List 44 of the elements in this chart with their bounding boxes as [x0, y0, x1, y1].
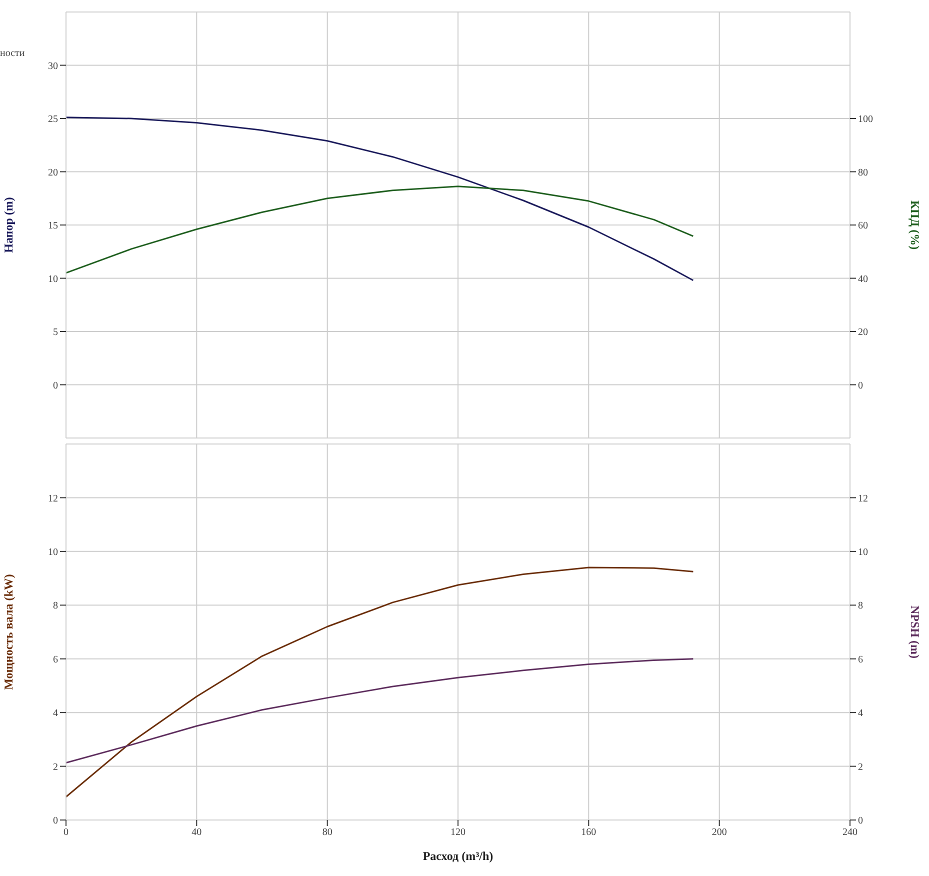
text: ности	[0, 48, 25, 59]
y2-tick-label: 12	[858, 493, 868, 504]
y2-tick-label: 10	[858, 546, 868, 558]
y2-axis-title: КПД (%)	[908, 200, 922, 250]
line-series	[66, 116, 694, 282]
y-tick-label: 10	[48, 274, 58, 285]
y2-tick-label: 2	[858, 762, 863, 773]
x-tick-label: 40	[192, 827, 202, 838]
y-tick-label: 5	[53, 327, 58, 338]
y-tick-label: 2	[53, 762, 58, 773]
line-series	[66, 566, 694, 798]
x-tick-label: 240	[842, 827, 858, 838]
y2-tick-label: 6	[858, 654, 863, 666]
y2-tick-label: 80	[858, 167, 868, 178]
y2-tick-label: 0	[858, 380, 863, 392]
y2-axis-title: NPSH (m)	[908, 606, 922, 658]
y2-tick-label: 8	[858, 600, 863, 612]
y2-tick-label: 40	[858, 274, 868, 285]
x-tick-label: 160	[581, 827, 596, 838]
y2-tick-label: 0	[858, 816, 863, 827]
y-tick-label: 0	[53, 816, 58, 827]
y-axis-title: Напор (m)	[1, 197, 16, 253]
line-series	[66, 658, 694, 764]
y2-tick-label: 20	[858, 327, 868, 338]
x-tick-label: 0	[64, 827, 68, 838]
y-tick-label: 20	[48, 167, 58, 178]
x-tick-label: 200	[712, 827, 727, 838]
y-axis-title: Мощность вала (kW)	[1, 574, 16, 690]
y-tick-label: 6	[53, 654, 58, 666]
y-tick-label: 4	[53, 708, 58, 720]
y2-tick-label: 100	[858, 114, 873, 126]
y-tick-label: 0	[53, 380, 58, 392]
y-tick-label: 15	[48, 220, 58, 232]
y-tick-label: 25	[48, 114, 58, 126]
y-tick-label: 10	[48, 546, 58, 558]
line-series	[66, 186, 694, 274]
y-tick-label: 12	[48, 493, 58, 504]
x-tick-label: 80	[322, 827, 332, 838]
x-tick-label: 120	[450, 827, 466, 838]
y2-tick-label: 4	[858, 708, 863, 720]
y-tick-label: 8	[53, 600, 58, 612]
y2-tick-label: 60	[858, 220, 868, 232]
y-tick-label: 30	[48, 60, 58, 72]
x-axis-title: Расход (m³/h)	[422, 849, 494, 863]
